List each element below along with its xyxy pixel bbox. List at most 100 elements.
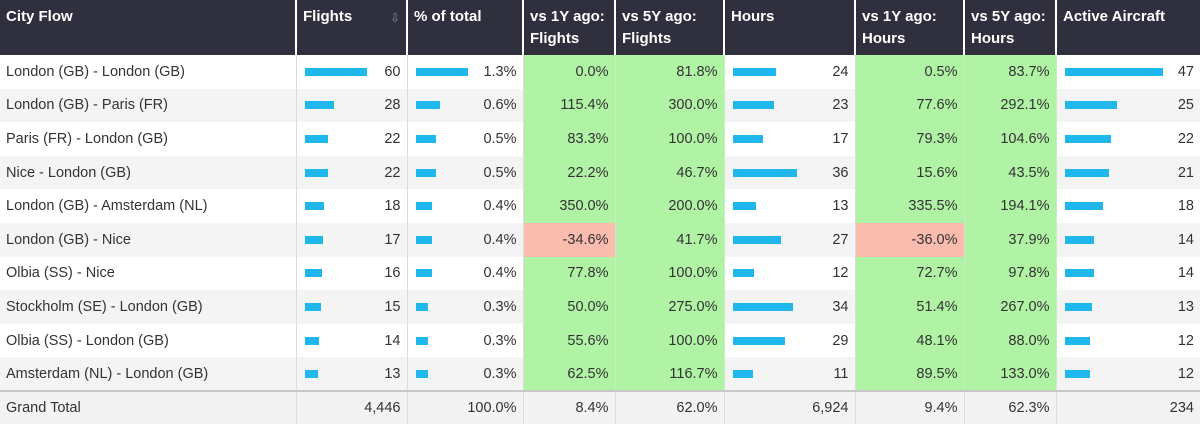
hours-cell-bar: [732, 67, 776, 76]
grand-total-pct: 100.0%: [407, 389, 524, 424]
vs1y-hours-cell: 89.5%: [855, 357, 965, 391]
active-aircraft-cell-value: 47: [1177, 63, 1194, 80]
active-aircraft-cell-bar: [1064, 67, 1163, 76]
hours-cell: 36: [724, 155, 856, 190]
active-aircraft-cell: 12: [1056, 357, 1200, 391]
table-row[interactable]: Stockholm (SE) - London (GB) 15 0.3% 50.0% 2…: [0, 290, 1200, 324]
hours-cell-bar: [732, 269, 754, 278]
active-aircraft-cell-value: 12: [1177, 332, 1194, 349]
vs5y-flights-cell: 81.8%: [615, 55, 725, 89]
pct-total-cell: 1.3%: [407, 55, 524, 89]
vs5y-hours-cell: 194.1%: [964, 189, 1057, 223]
flights-cell: 17: [296, 222, 408, 257]
hours-cell-bar: [732, 369, 753, 378]
flights-cell-bar: [304, 168, 328, 177]
pct-total-cell-value: 0.3%: [483, 365, 517, 382]
header-flights[interactable]: Flights ⇩: [296, 0, 408, 55]
grand-total-flights: 4,446: [296, 389, 408, 424]
flights-cell: 22: [296, 122, 408, 156]
vs1y-flights-cell: 0.0%: [523, 55, 616, 89]
hours-cell-value: 11: [833, 365, 849, 382]
sort-descending-icon[interactable]: ⇩: [389, 11, 400, 25]
pct-total-cell-value: 0.5%: [483, 130, 517, 147]
active-aircraft-cell: 25: [1056, 88, 1200, 123]
flights-cell: 15: [296, 290, 408, 324]
flights-cell-value: 15: [384, 298, 401, 315]
pct-total-cell: 0.4%: [407, 222, 524, 257]
flights-cell-bar: [304, 269, 322, 278]
flights-cell-bar: [304, 202, 324, 211]
header-vs5y-hours[interactable]: vs 5Y ago: Hours: [964, 0, 1057, 55]
header-active-aircraft[interactable]: Active Aircraft: [1056, 0, 1200, 55]
vs5y-flights-cell: 100.0%: [615, 323, 725, 358]
table-row[interactable]: London (GB) - London (GB) 60 1.3% 0.0% 81.8%…: [0, 55, 1200, 89]
grand-total-vs1y-flights: 8.4%: [523, 389, 616, 424]
flights-cell: 16: [296, 256, 408, 291]
vs1y-flights-cell: 350.0%: [523, 189, 616, 223]
vs1y-flights-cell: 22.2%: [523, 155, 616, 190]
pct-total-cell-value: 0.4%: [483, 265, 517, 282]
flights-cell-value: 18: [384, 198, 401, 215]
header-vs1y-flights[interactable]: vs 1Y ago: Flights: [523, 0, 616, 55]
city-flow-cell: Nice - London (GB): [0, 155, 297, 190]
flights-cell-bar: [304, 336, 319, 345]
active-aircraft-cell: 13: [1056, 290, 1200, 324]
active-aircraft-cell-bar: [1064, 235, 1094, 244]
header-vs5y-flights[interactable]: vs 5Y ago: Flights: [615, 0, 725, 55]
hours-cell: 23: [724, 88, 856, 123]
active-aircraft-cell: 21: [1056, 155, 1200, 190]
header-hours[interactable]: Hours: [724, 0, 856, 55]
vs1y-hours-cell: -36.0%: [855, 222, 965, 257]
table-row[interactable]: Olbia (SS) - London (GB) 14 0.3% 55.6% 100.0…: [0, 323, 1200, 358]
vs5y-hours-cell: 88.0%: [964, 323, 1057, 358]
pct-total-cell: 0.3%: [407, 357, 524, 391]
table-row[interactable]: London (GB) - Amsterdam (NL) 18 0.4% 350.0%…: [0, 189, 1200, 223]
hours-cell: 24: [724, 55, 856, 89]
vs1y-hours-cell: 72.7%: [855, 256, 965, 291]
flights-cell-bar: [304, 302, 321, 311]
vs5y-flights-cell: 116.7%: [615, 357, 725, 391]
hours-cell-value: 13: [832, 198, 849, 215]
active-aircraft-cell-value: 12: [1177, 365, 1194, 382]
vs5y-hours-cell: 37.9%: [964, 222, 1057, 257]
flights-cell: 22: [296, 155, 408, 190]
vs1y-flights-cell: 55.6%: [523, 323, 616, 358]
header-vs1y-hours[interactable]: vs 1Y ago: Hours: [855, 0, 965, 55]
header-pct-total[interactable]: % of total: [407, 0, 524, 55]
hours-cell: 29: [724, 323, 856, 358]
city-flow-cell: Paris (FR) - London (GB): [0, 122, 297, 156]
pct-total-cell: 0.4%: [407, 256, 524, 291]
table-row[interactable]: Amsterdam (NL) - London (GB) 13 0.3% 62.5% 1…: [0, 357, 1200, 391]
hours-cell: 12: [724, 256, 856, 291]
vs5y-flights-cell: 46.7%: [615, 155, 725, 190]
active-aircraft-cell: 22: [1056, 122, 1200, 156]
active-aircraft-cell: 14: [1056, 222, 1200, 257]
table-row[interactable]: London (GB) - Nice 17 0.4% -34.6% 41.7% 27 -36…: [0, 222, 1200, 257]
hours-cell: 17: [724, 122, 856, 156]
header-vs5y-flights-line1: vs 5Y ago:: [622, 8, 697, 25]
hours-cell: 13: [724, 189, 856, 223]
hours-cell-value: 29: [832, 332, 849, 349]
vs5y-flights-cell: 200.0%: [615, 189, 725, 223]
pct-total-cell-value: 0.5%: [483, 164, 517, 181]
vs5y-hours-cell: 104.6%: [964, 122, 1057, 156]
pct-total-cell-bar: [415, 134, 436, 143]
table-row[interactable]: Olbia (SS) - Nice 16 0.4% 77.8% 100.0% 12 72.7…: [0, 256, 1200, 291]
hours-cell-bar: [732, 302, 793, 311]
header-row: City Flow Flights ⇩ % of total vs 1Y ago…: [0, 0, 1200, 55]
active-aircraft-cell: 47: [1056, 55, 1200, 89]
hours-cell-bar: [732, 235, 781, 244]
pct-total-cell-bar: [415, 168, 436, 177]
vs5y-flights-cell: 100.0%: [615, 122, 725, 156]
table-row[interactable]: Nice - London (GB) 22 0.5% 22.2% 46.7% 36 15.6…: [0, 155, 1200, 190]
active-aircraft-cell-value: 14: [1177, 265, 1194, 282]
table-row[interactable]: London (GB) - Paris (FR) 28 0.6% 115.4% 300.…: [0, 88, 1200, 123]
header-city-flow[interactable]: City Flow: [0, 0, 297, 55]
flights-cell: 18: [296, 189, 408, 223]
vs1y-hours-cell: 15.6%: [855, 155, 965, 190]
active-aircraft-cell-bar: [1064, 369, 1090, 378]
vs1y-flights-cell: -34.6%: [523, 222, 616, 257]
flights-cell-value: 17: [384, 231, 401, 248]
table-row[interactable]: Paris (FR) - London (GB) 22 0.5% 83.3% 100.0…: [0, 122, 1200, 156]
active-aircraft-cell-value: 22: [1177, 130, 1194, 147]
